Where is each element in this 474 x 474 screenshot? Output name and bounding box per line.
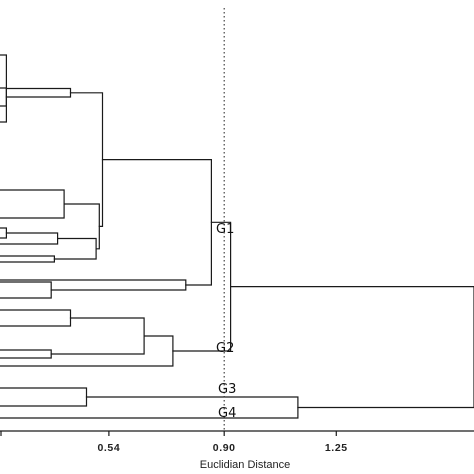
x-tick-label-1: 0.90 [213, 442, 236, 454]
branch-m3 [5, 87, 72, 98]
x-axis: 0.54 0.90 1.25 Euclidian Distance [0, 430, 474, 471]
branch-m11 [0, 281, 52, 299]
x-axis-title: Euclidian Distance [200, 459, 291, 471]
branch-m16 [50, 317, 145, 355]
branch-m8 [53, 237, 97, 260]
branch-m6 [0, 232, 59, 245]
branch-m7 [0, 255, 55, 263]
branch-m13 [101, 159, 212, 286]
branch-m17 [0, 335, 174, 367]
dendrogram-branches [0, 54, 474, 419]
x-axis-ticks [0, 431, 337, 436]
x-tick-label-0: 0.54 [97, 442, 120, 454]
branch-m14 [0, 309, 72, 327]
branch-m4 [0, 189, 65, 219]
group-label-g2: G2 [216, 341, 234, 356]
x-axis-tick-labels: 0.54 0.90 1.25 [97, 442, 347, 454]
branch-m18 [172, 221, 232, 352]
group-label-g3: G3 [218, 382, 236, 397]
branch-m9 [63, 203, 100, 250]
branch-m21 [230, 286, 474, 409]
branch-m2 [0, 87, 7, 107]
branch-m10 [69, 92, 104, 227]
branch-m5 [0, 227, 7, 239]
group-labels: G1 G2 G3 G4 [216, 222, 236, 421]
group-label-g4: G4 [218, 406, 236, 421]
branch-m15 [0, 349, 52, 359]
branch-m20 [0, 396, 299, 419]
group-label-g1: G1 [216, 222, 234, 237]
x-tick-label-2: 1.25 [325, 442, 348, 454]
branch-m19 [0, 387, 88, 407]
